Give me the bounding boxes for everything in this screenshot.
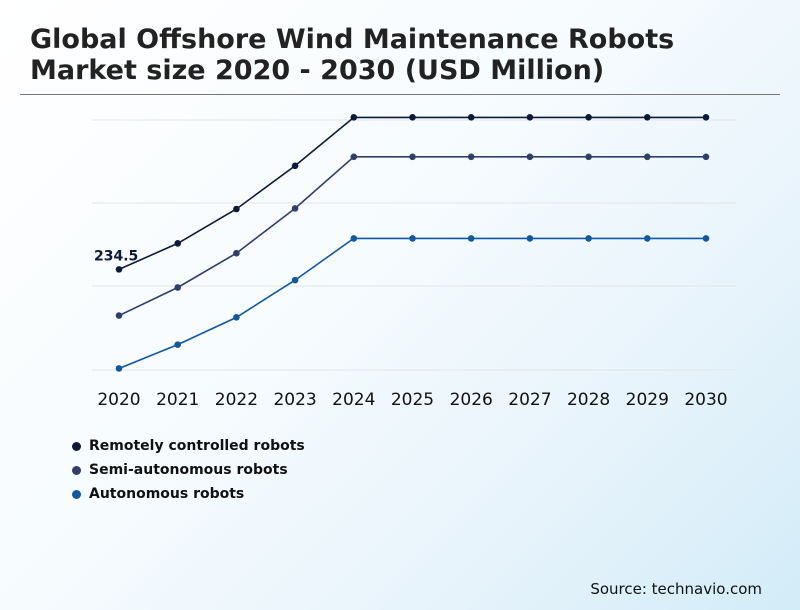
series-line-2	[118, 237, 706, 370]
data-point-s2-1	[174, 341, 181, 348]
data-point-s2-10	[702, 235, 710, 242]
data-point-s1-10	[702, 153, 710, 161]
chart-title-line-2: Market size 2020 - 2030 (USD Million)	[30, 55, 605, 86]
data-point-s0-9	[644, 114, 651, 121]
data-point-s1-2	[233, 249, 240, 257]
legend-label-2: Autonomous robots	[89, 486, 245, 502]
data-point-s2-0	[115, 365, 123, 372]
legend-label-0: Remotely controlled robots	[89, 438, 305, 454]
data-point-s1-4	[350, 153, 358, 161]
x-tick-label-2025: 2025	[391, 390, 434, 410]
data-label-0: 234.5	[94, 248, 138, 264]
data-point-s1-6	[467, 153, 475, 161]
x-tick-label-2030: 2030	[684, 390, 727, 410]
legend-swatch-1	[72, 465, 81, 475]
data-point-s0-4	[350, 114, 358, 121]
series-line-0	[118, 116, 706, 271]
x-tick-label-2020: 2020	[97, 390, 140, 410]
legend-label-1: Semi-autonomous robots	[89, 462, 288, 478]
source-credit: Source: technavio.com	[590, 580, 762, 598]
data-point-s0-5	[409, 114, 416, 121]
data-point-s0-7	[526, 114, 534, 121]
data-point-s1-9	[644, 153, 651, 161]
data-point-s0-2	[233, 205, 240, 213]
x-tick-label-2023: 2023	[273, 390, 316, 410]
x-tick-label-2028: 2028	[567, 390, 610, 410]
x-tick-label-2024: 2024	[332, 390, 375, 410]
data-point-s2-4	[350, 235, 358, 242]
chart-title: Global Offshore Wind Maintenance Robots …	[30, 24, 770, 86]
legend-item-0: Remotely controlled robots	[72, 434, 305, 458]
data-point-s2-2	[233, 314, 240, 321]
x-tick-label-2029: 2029	[626, 390, 669, 410]
data-point-s0-8	[585, 114, 592, 121]
data-point-s2-6	[467, 235, 475, 242]
legend-item-1: Semi-autonomous robots	[72, 458, 305, 482]
x-tick-label-2026: 2026	[450, 390, 493, 410]
legend-swatch-0	[72, 441, 81, 451]
title-divider	[20, 94, 780, 95]
data-point-s1-8	[585, 153, 592, 161]
data-point-s1-7	[526, 153, 534, 161]
x-tick-label-2022: 2022	[215, 390, 258, 410]
chart-legend: Remotely controlled robots Semi-autonomou…	[72, 434, 305, 506]
data-point-s1-3	[291, 205, 299, 212]
data-point-s0-3	[291, 162, 299, 170]
data-point-s0-6	[467, 114, 475, 121]
legend-swatch-2	[72, 489, 81, 499]
data-point-s0-0	[115, 266, 123, 273]
x-tick-label-2027: 2027	[508, 390, 551, 410]
data-point-s2-3	[291, 276, 299, 284]
data-point-s0-1	[174, 240, 181, 247]
data-point-s2-7	[526, 235, 534, 242]
data-point-s1-5	[409, 153, 416, 161]
data-point-s2-8	[585, 235, 592, 242]
data-point-s1-0	[115, 312, 123, 319]
chart-title-line-1: Global Offshore Wind Maintenance Robots	[30, 24, 675, 55]
x-tick-label-2021: 2021	[156, 390, 199, 410]
data-point-s2-9	[644, 235, 651, 242]
data-point-s0-10	[702, 114, 710, 121]
data-point-s1-1	[174, 284, 181, 291]
legend-item-2: Autonomous robots	[72, 482, 305, 506]
data-point-s2-5	[409, 235, 416, 242]
